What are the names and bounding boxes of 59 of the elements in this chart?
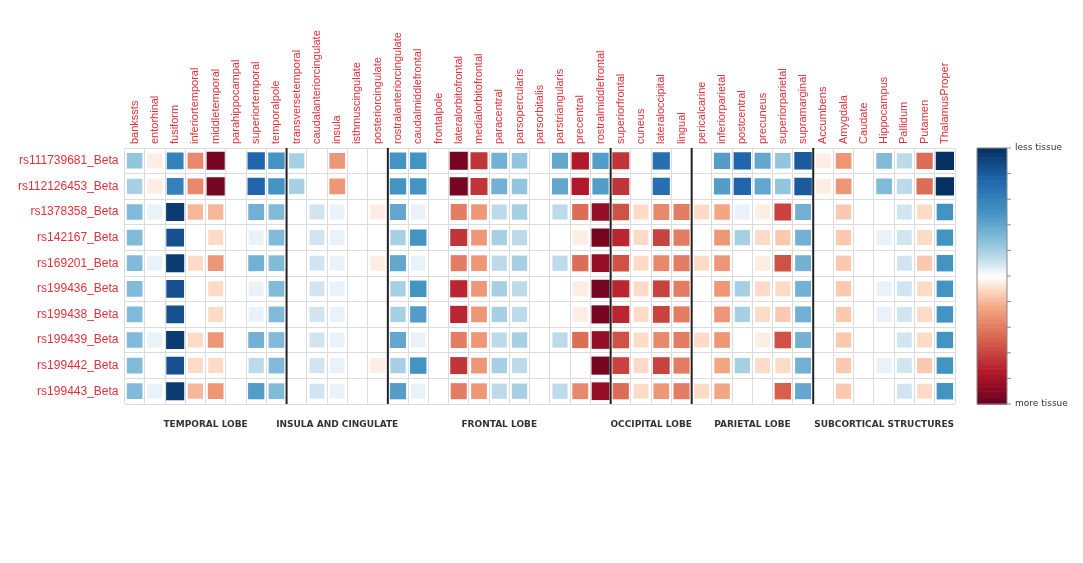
text: TEMPORAL LOBE [163, 418, 248, 429]
y-tick-label: rs199438_Beta [37, 306, 119, 321]
x-tick-label: pericalcarine [694, 81, 707, 144]
x-tick-label: bankssts [127, 100, 140, 144]
x-tick-label: temporalpole [269, 80, 282, 144]
x-tick-label: lateraloccipital [654, 74, 667, 144]
x-tick-label: rostralanteriorcingulate [391, 32, 404, 144]
x-tick-label: frontalpole [431, 92, 444, 144]
x-tick-label: postcentral [735, 90, 748, 144]
y-tick-label: rs199439_Beta [37, 332, 119, 347]
x-tick-label: parsorbitalis [532, 84, 545, 144]
x-tick-label: precuneus [755, 92, 768, 144]
x-tick-label: superiortemporal [249, 61, 262, 144]
x-tick-label: lateralorbitofrontal [451, 55, 464, 144]
x-tick-label: caudalmiddlefrontal [411, 48, 424, 144]
x-tick-label: superiorfrontal [613, 73, 626, 144]
y-tick-label: rs112126453_Beta [18, 178, 119, 193]
x-tick-label: medialorbitofrontal [472, 53, 485, 144]
x-tick-label: parstriangularis [553, 68, 566, 144]
x-tick-label: Hippocampus [877, 76, 890, 144]
x-tick-label: paracentral [492, 88, 505, 144]
x-tick-label: inferiorparietal [715, 74, 728, 144]
x-tick-label: precentral [573, 95, 586, 144]
x-tick-label: Caudate [856, 102, 869, 144]
color-bar-label: less tissue [1015, 142, 1063, 153]
x-tick-label: parahippocampal [228, 59, 241, 144]
y-tick-label: rs1378358_Beta [30, 204, 119, 219]
x-tick-label: ThalamusProper [937, 62, 950, 144]
x-tick-label: parsopercularis [512, 68, 525, 144]
x-tick-label: insula [330, 114, 343, 144]
x-tick-label: lingual [674, 112, 687, 144]
text: OCCIPITAL LOBE [610, 418, 692, 429]
x-tick-label: supramarginal [796, 74, 809, 144]
color-bar-label: more tissue [1015, 398, 1069, 409]
text: SUBCORTICAL STRUCTURES [814, 418, 955, 429]
text: PARIETAL LOBE [714, 418, 791, 429]
y-tick-label: rs111739681_Beta [18, 153, 119, 168]
text: FRONTAL LOBE [461, 418, 538, 429]
x-tick-label: Pallidum [897, 101, 910, 144]
x-tick-label: inferiortemporal [188, 67, 201, 144]
x-tick-label: rostralmiddlefrontal [593, 50, 606, 144]
x-tick-label: fusiform [168, 104, 181, 144]
y-tick-label: rs199436_Beta [37, 281, 119, 296]
y-tick-label: rs199442_Beta [37, 357, 119, 372]
x-tick-label: superiorparietal [775, 68, 788, 144]
x-tick-label: cuneus [634, 108, 647, 144]
x-tick-label: entorhinal [147, 95, 160, 144]
x-tick-label: Amygdala [836, 94, 849, 144]
x-tick-label: Accumbens [816, 86, 829, 144]
text: INSULA AND CINGULATE [276, 418, 399, 429]
x-tick-label: transversetemporal [289, 49, 302, 144]
x-tick-label: Putamen [917, 99, 930, 144]
x-tick-label: isthmuscingulate [350, 62, 363, 144]
y-tick-label: rs169201_Beta [37, 255, 119, 270]
x-tick-label: middletemporal [208, 68, 221, 144]
y-tick-label: rs142167_Beta [37, 229, 119, 244]
x-tick-label: caudalanteriorcingulate [309, 30, 322, 144]
x-tick-label: posteriorcingulate [370, 57, 383, 144]
y-tick-label: rs199443_Beta [37, 383, 119, 398]
